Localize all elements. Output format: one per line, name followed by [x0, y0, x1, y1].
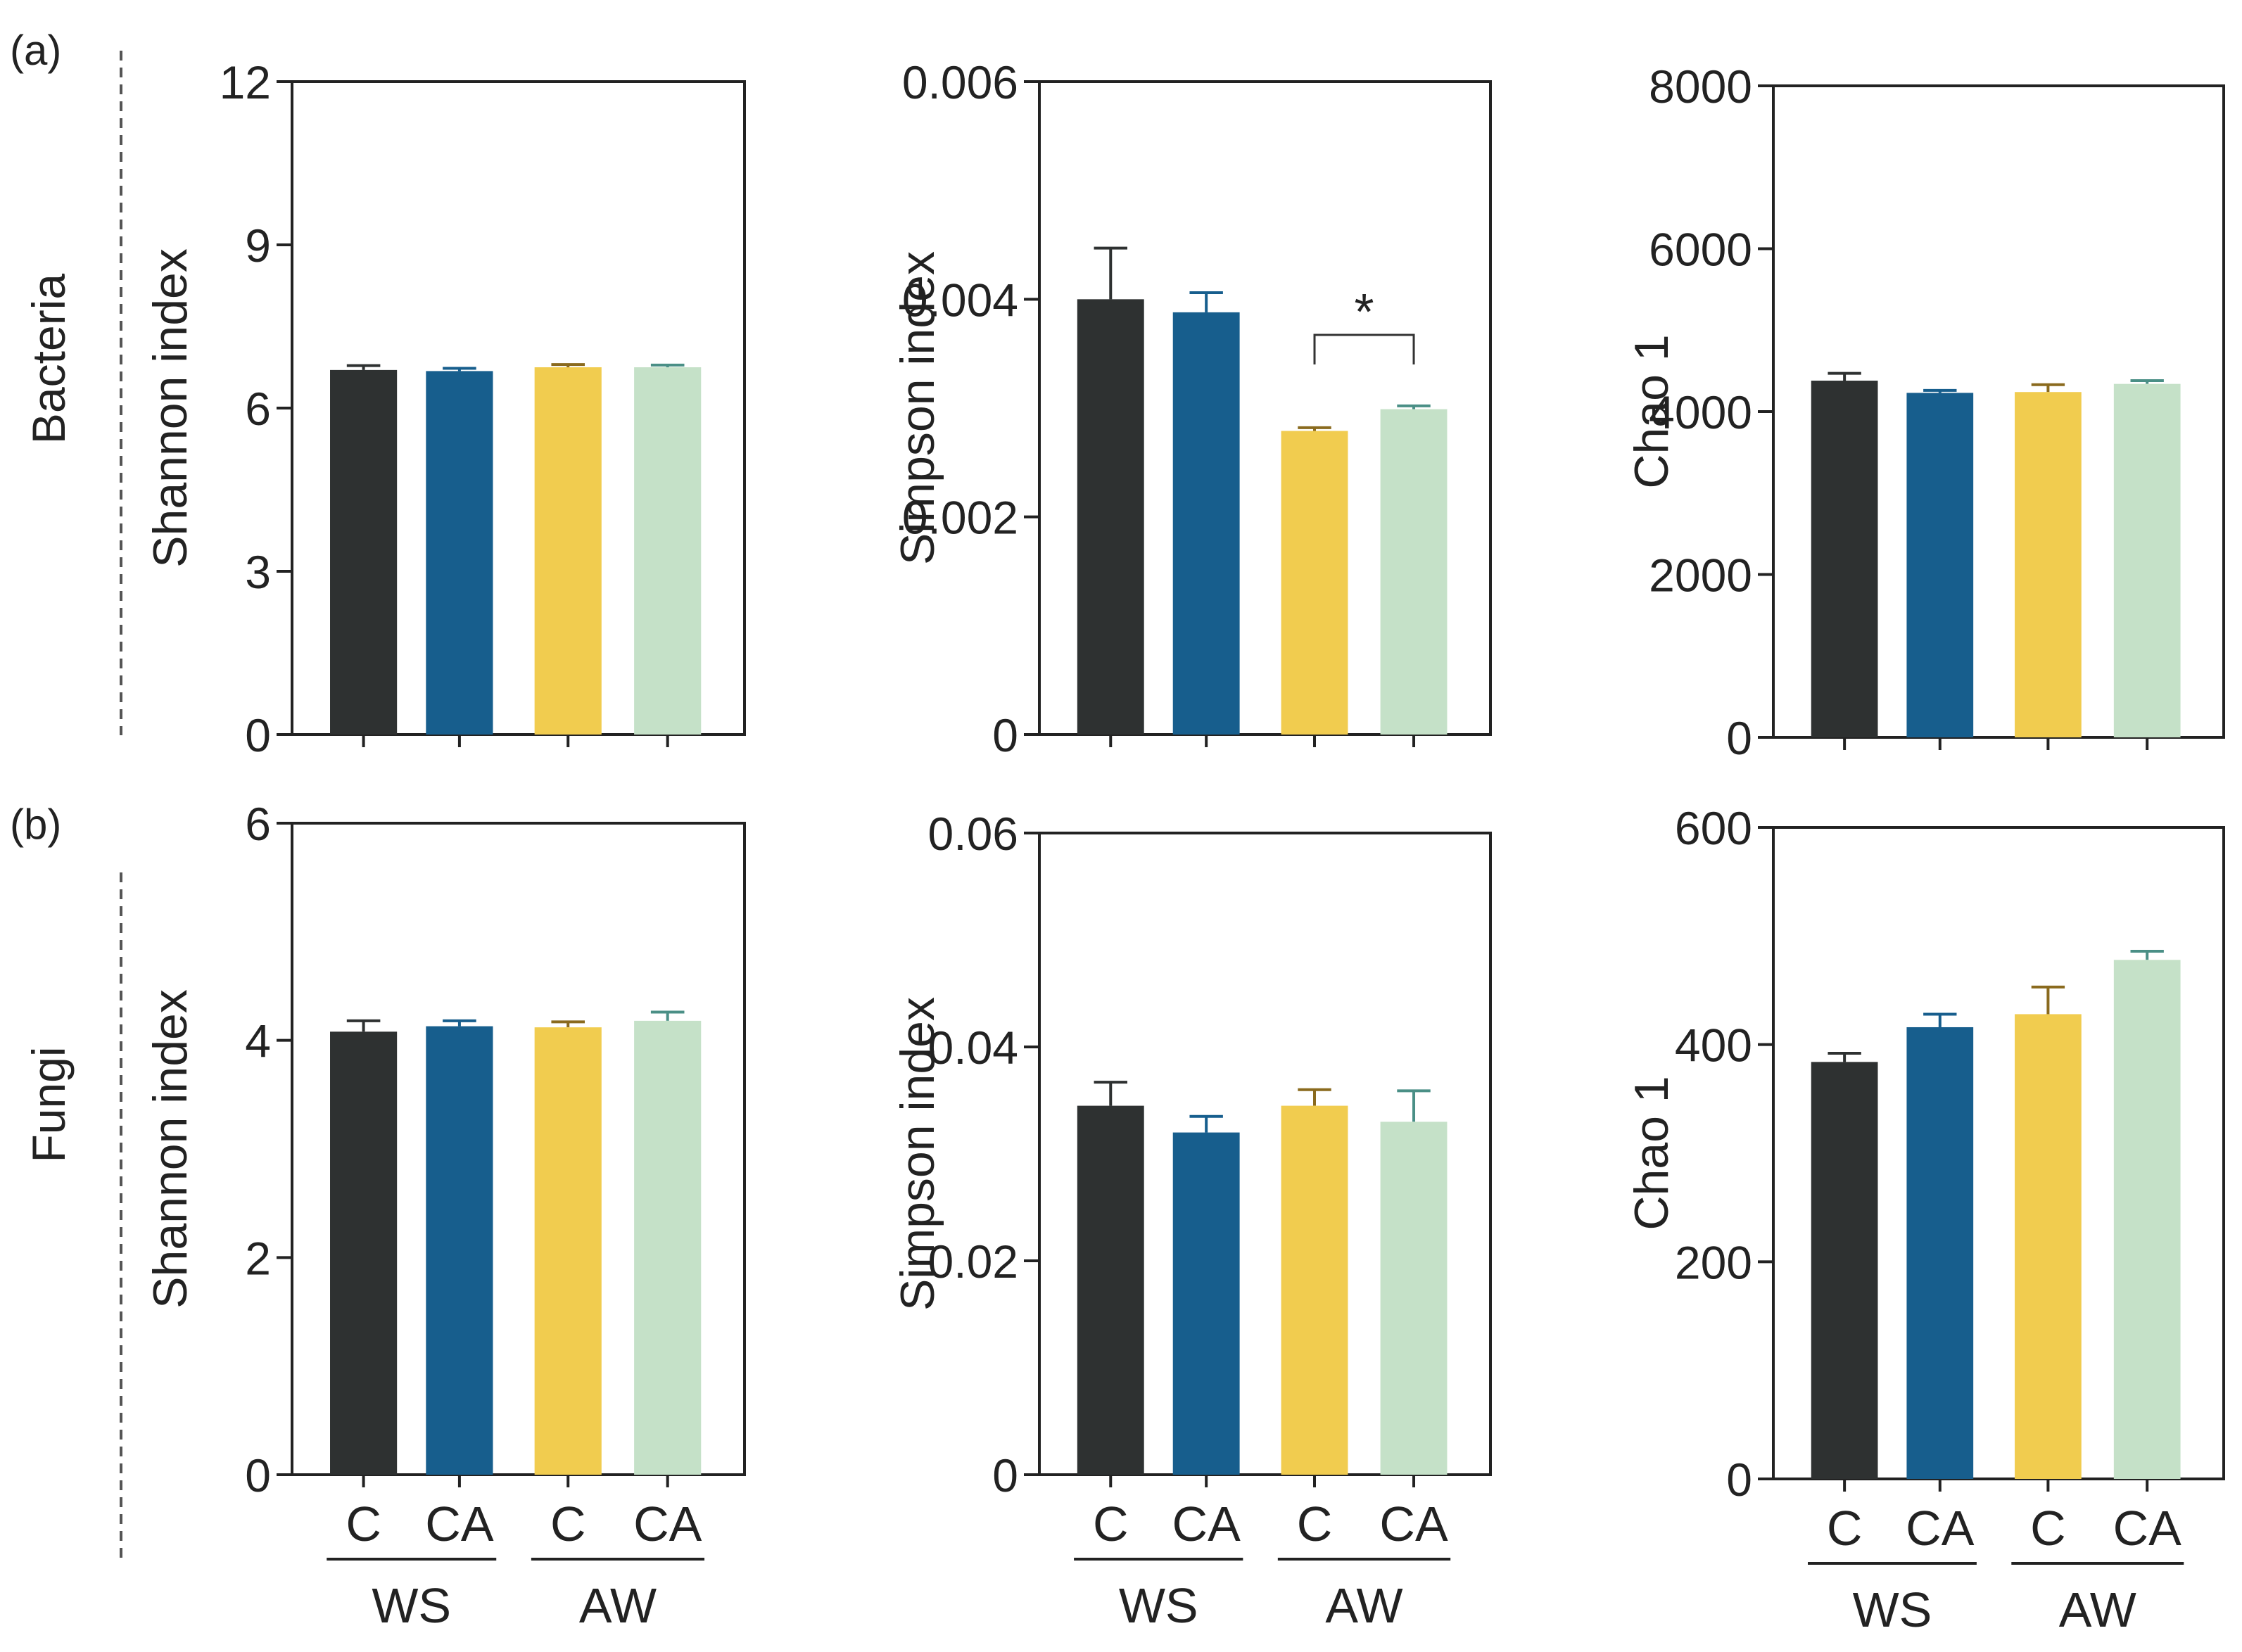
- group-label: AW: [2059, 1582, 2136, 1637]
- x-tick-label: C: [550, 1497, 586, 1551]
- bar: [1906, 1027, 1974, 1479]
- bar: [534, 367, 602, 735]
- bar: [426, 1026, 493, 1475]
- bar: [1281, 431, 1348, 735]
- y-tick-label: 0: [1726, 712, 1752, 764]
- y-axis-label: Simpson index: [891, 997, 944, 1311]
- y-axis-label: Shannon index: [144, 989, 197, 1309]
- bar: [1172, 1132, 1240, 1475]
- bar: [534, 1027, 602, 1475]
- y-tick-label: 9: [245, 220, 271, 272]
- bar: [1077, 299, 1144, 735]
- significance-bracket: [1313, 333, 1415, 364]
- x-tick-label: CA: [1379, 1497, 1448, 1551]
- y-tick-label: 200: [1675, 1236, 1752, 1288]
- bar: [1281, 1105, 1348, 1475]
- y-tick-label: 6: [245, 383, 271, 435]
- group-label: AW: [1325, 1578, 1402, 1633]
- x-tick-label: CA: [633, 1497, 702, 1551]
- y-tick-label: 0: [992, 1449, 1018, 1501]
- panel-label-b: (b): [10, 801, 61, 848]
- bar: [2113, 383, 2181, 737]
- bar: [330, 369, 398, 735]
- y-tick-label: 0: [245, 1449, 271, 1501]
- y-tick-label: 0: [992, 709, 1018, 761]
- y-tick-label: 4000: [1649, 386, 1752, 438]
- bar: [1172, 312, 1240, 735]
- y-axis-label: Shannon index: [144, 248, 197, 568]
- plot-frame: [1038, 80, 1492, 736]
- y-tick-label: 0.04: [928, 1022, 1018, 1074]
- y-tick-label: 600: [1675, 802, 1752, 854]
- panel-label-a: (a): [10, 27, 61, 74]
- y-tick-label: 3: [245, 546, 271, 598]
- bar: [1380, 409, 1448, 735]
- significance-mark: *: [1355, 284, 1374, 341]
- x-tick-label: CA: [1172, 1497, 1241, 1551]
- plot-frame: [291, 822, 746, 1476]
- group-label: AW: [579, 1578, 657, 1633]
- x-tick-label: CA: [2113, 1501, 2182, 1556]
- bar: [330, 1031, 398, 1475]
- x-tick-label: C: [2030, 1501, 2066, 1556]
- bar: [2015, 1014, 2082, 1479]
- y-tick-label: 4: [245, 1015, 271, 1067]
- y-axis-label: Chao 1: [1625, 1076, 1678, 1230]
- row-label-fungi: Fungi: [23, 1046, 75, 1162]
- bar: [1811, 1062, 1878, 1479]
- plot-frame: [1038, 832, 1492, 1476]
- y-tick-label: 12: [220, 56, 271, 108]
- y-tick-label: 0.002: [902, 492, 1018, 544]
- group-label: WS: [1119, 1578, 1198, 1633]
- bar: [1077, 1105, 1144, 1475]
- x-tick-label: CA: [425, 1497, 494, 1551]
- y-tick-label: 400: [1675, 1019, 1752, 1072]
- y-tick-label: 0.02: [928, 1235, 1018, 1288]
- x-tick-label: C: [1297, 1497, 1333, 1551]
- bar: [634, 367, 702, 735]
- bar: [1906, 393, 1974, 737]
- row-label-bacteria: Bacteria: [23, 274, 75, 444]
- x-tick-label: C: [1827, 1501, 1863, 1556]
- group-label: WS: [1853, 1582, 1932, 1637]
- y-axis-label: Chao 1: [1625, 334, 1678, 488]
- bar: [1380, 1122, 1448, 1475]
- y-tick-label: 2: [245, 1232, 271, 1284]
- y-tick-label: 0: [1726, 1454, 1752, 1506]
- charts-layer: 0 3 6 9 12 Shannon index 0 0.002 0.004 0.006 Simps…: [144, 56, 2225, 1637]
- y-tick-label: 0.004: [902, 274, 1018, 326]
- y-tick-label: 0.06: [928, 808, 1018, 860]
- y-tick-label: 2000: [1649, 549, 1752, 602]
- y-tick-label: 6000: [1649, 224, 1752, 276]
- y-axis-label: Simpson index: [891, 251, 944, 565]
- bar: [1811, 381, 1878, 737]
- plot-frame: [1772, 826, 2225, 1480]
- y-tick-label: 6: [245, 798, 271, 850]
- group-label: WS: [372, 1578, 451, 1633]
- y-tick-label: 0: [245, 709, 271, 761]
- bar: [2015, 392, 2082, 737]
- bar: [2113, 960, 2181, 1479]
- y-tick-label: 0.006: [902, 56, 1018, 108]
- bar: [426, 371, 493, 735]
- bar: [634, 1020, 702, 1475]
- x-tick-label: C: [1093, 1497, 1129, 1551]
- x-tick-label: C: [346, 1497, 381, 1551]
- x-tick-label: CA: [1906, 1501, 1975, 1556]
- y-tick-label: 8000: [1649, 61, 1752, 113]
